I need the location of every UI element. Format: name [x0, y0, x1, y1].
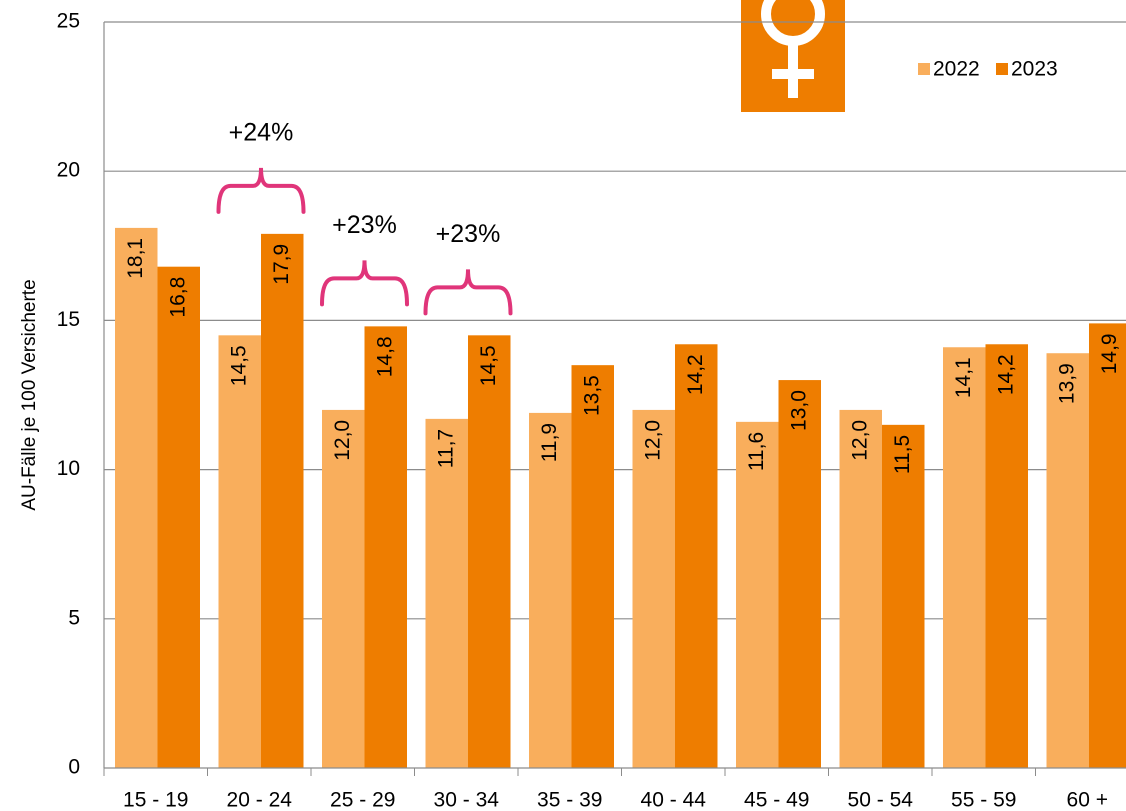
- x-tick-label: 20 - 24: [227, 789, 293, 811]
- y-tick-label: 20: [57, 159, 80, 182]
- bar: [571, 365, 614, 768]
- value-label: 14,2: [994, 354, 1017, 395]
- legend-label: 2022: [933, 58, 980, 81]
- annotation: +23%: [332, 211, 397, 239]
- value-label: 11,5: [891, 435, 914, 474]
- bar: [839, 409, 882, 768]
- value-label: 12,0: [641, 420, 664, 461]
- bar: [943, 347, 986, 768]
- bar: [632, 409, 675, 768]
- y-tick-label: 15: [57, 308, 80, 331]
- bar: [736, 421, 779, 768]
- x-tick-label: 15 - 19: [123, 789, 188, 811]
- bar: [425, 418, 468, 768]
- bar: [1046, 353, 1089, 768]
- value-label: 11,6: [745, 432, 768, 471]
- bar: [529, 412, 572, 768]
- value-label: 14,2: [684, 354, 707, 395]
- bar: [1089, 323, 1126, 768]
- annotation: +24%: [229, 118, 294, 146]
- value-label: 12,0: [331, 420, 354, 461]
- value-label: 17,9: [270, 244, 293, 285]
- x-tick-label: 50 - 54: [848, 789, 914, 811]
- bar: [468, 335, 511, 768]
- value-label: 14,1: [952, 357, 975, 398]
- y-axis-label: AU-Fälle je 100 Versicherte: [19, 279, 40, 510]
- value-label: 14,5: [477, 345, 500, 386]
- bar: [985, 344, 1028, 768]
- bar: [675, 344, 718, 768]
- x-tick-label: 40 - 44: [641, 789, 707, 811]
- x-tick-label: 35 - 39: [537, 789, 602, 811]
- value-label: 11,9: [538, 423, 561, 462]
- value-label: 13,5: [580, 375, 603, 416]
- bar: [115, 227, 158, 768]
- venus-icon: [741, 0, 845, 112]
- annotation: +23%: [436, 220, 501, 248]
- bar: [157, 266, 200, 768]
- y-tick-label: 25: [57, 10, 80, 33]
- bar: [218, 335, 261, 768]
- brace: [320, 260, 409, 307]
- y-tick-label: 10: [57, 457, 80, 480]
- bar: [322, 409, 365, 768]
- value-label: 18,1: [124, 238, 147, 279]
- brace: [423, 269, 513, 316]
- value-label: 14,8: [373, 336, 396, 377]
- bar: [778, 380, 821, 768]
- x-tick-label: 60 +: [1067, 789, 1108, 811]
- bar: [261, 233, 304, 768]
- value-label: 14,9: [1098, 333, 1121, 374]
- value-label: 11,7: [434, 429, 457, 468]
- value-label: 13,9: [1055, 363, 1078, 404]
- bar: [882, 424, 925, 768]
- legend-label: 2023: [1011, 58, 1058, 81]
- x-tick-label: 30 - 34: [434, 789, 500, 811]
- bar: [364, 326, 407, 768]
- y-tick-label: 5: [68, 606, 80, 629]
- value-label: 13,0: [787, 390, 810, 431]
- legend-swatch: [918, 63, 930, 75]
- value-label: 14,5: [227, 345, 250, 386]
- x-tick-label: 25 - 29: [330, 789, 395, 811]
- value-label: 12,0: [848, 420, 871, 461]
- x-tick-label: 55 - 59: [951, 789, 1016, 811]
- y-tick-label: 0: [68, 756, 80, 779]
- x-tick-label: 45 - 49: [744, 789, 809, 811]
- brace: [216, 167, 306, 214]
- legend-swatch: [996, 63, 1008, 75]
- value-label: 16,8: [166, 277, 189, 318]
